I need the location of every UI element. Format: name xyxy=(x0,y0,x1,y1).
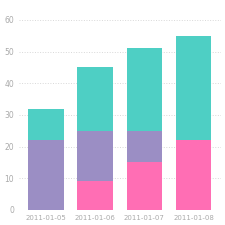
Bar xyxy=(28,109,64,140)
Bar xyxy=(176,140,212,210)
Bar xyxy=(127,49,162,131)
Bar xyxy=(127,131,162,162)
Bar xyxy=(77,182,113,210)
Bar xyxy=(176,36,212,140)
Bar xyxy=(28,140,64,210)
Bar xyxy=(127,162,162,210)
Bar xyxy=(77,68,113,131)
Bar xyxy=(77,131,113,182)
